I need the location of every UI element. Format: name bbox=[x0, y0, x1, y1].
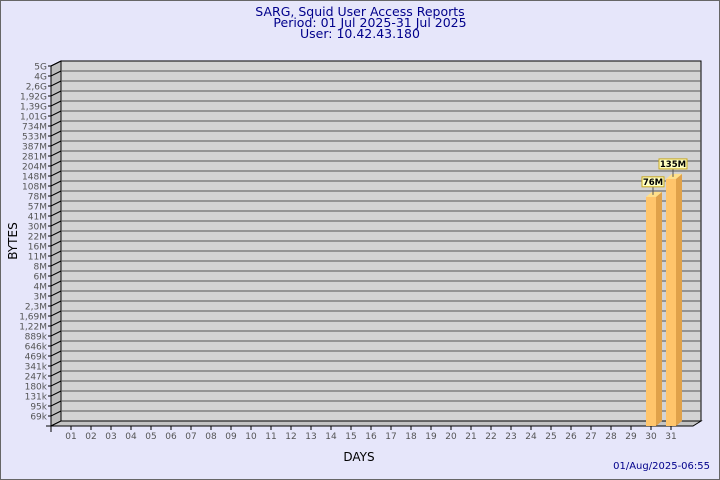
y-tick-label: 57M bbox=[28, 203, 47, 213]
y-tick-label: 4M bbox=[34, 283, 48, 293]
y-tick-label: 41M bbox=[28, 213, 47, 223]
x-tick-label-day-08: 08 bbox=[205, 432, 217, 442]
x-tick-label-day-07: 07 bbox=[185, 432, 196, 442]
x-tick-label-day-25: 25 bbox=[545, 432, 556, 442]
bar-day-31 bbox=[666, 178, 676, 426]
data-label-box bbox=[641, 176, 665, 188]
x-tick-label-day-24: 24 bbox=[525, 432, 537, 442]
x-tick-label-day-22: 22 bbox=[485, 432, 496, 442]
y-tick-label: 3M bbox=[34, 293, 48, 303]
y-tick-label: 889k bbox=[25, 333, 48, 343]
x-tick-label-day-26: 26 bbox=[565, 432, 577, 442]
x-tick-label-day-01: 01 bbox=[65, 432, 76, 442]
x-tick-label-day-03: 03 bbox=[105, 432, 116, 442]
y-tick-label: 204M bbox=[22, 163, 47, 173]
x-tick-label-day-11: 11 bbox=[265, 432, 276, 442]
x-tick-label-day-28: 28 bbox=[605, 432, 617, 442]
y-tick-label: 22M bbox=[28, 233, 47, 243]
x-tick-label-day-29: 29 bbox=[625, 432, 637, 442]
x-tick-label-day-27: 27 bbox=[585, 432, 596, 442]
y-tick-label: 281M bbox=[22, 153, 47, 163]
chart-period: Period: 01 Jul 2025-31 Jul 2025 bbox=[273, 15, 467, 30]
y-tick-label: 180k bbox=[25, 383, 48, 393]
x-tick-label-day-14: 14 bbox=[325, 432, 337, 442]
y-tick-label: 4G bbox=[34, 73, 47, 83]
x-tick-label-day-19: 19 bbox=[425, 432, 437, 442]
chart-title: SARG, Squid User Access Reports bbox=[255, 4, 465, 19]
y-tick-label: 78M bbox=[28, 193, 47, 203]
y-tick-label: 16M bbox=[28, 243, 47, 253]
x-tick-label-day-17: 17 bbox=[385, 432, 396, 442]
y-tick-label: 1,01G bbox=[20, 113, 47, 123]
data-label-day-30: 76M bbox=[643, 178, 663, 188]
y-tick-label: 131k bbox=[25, 393, 48, 403]
plot-floor bbox=[50, 420, 703, 427]
y-tick-label: 533M bbox=[22, 133, 47, 143]
y-tick-label: 30M bbox=[28, 223, 47, 233]
x-tick-label-day-20: 20 bbox=[445, 432, 457, 442]
x-tick-label-day-16: 16 bbox=[365, 432, 377, 442]
x-tick-label-day-12: 12 bbox=[285, 432, 296, 442]
x-tick-label-day-18: 18 bbox=[405, 432, 417, 442]
y-tick-label: 95k bbox=[30, 403, 47, 413]
y-tick-label: 5G bbox=[34, 63, 47, 73]
x-tick-label-day-30: 30 bbox=[645, 432, 657, 442]
generated-timestamp: 01/Aug/2025-06:55 bbox=[613, 461, 710, 472]
y-tick-label: 2,6G bbox=[26, 83, 47, 93]
y-tick-label: 11M bbox=[28, 253, 47, 263]
x-tick-label-day-10: 10 bbox=[245, 432, 257, 442]
data-label-box bbox=[658, 158, 688, 170]
x-tick-label-day-06: 06 bbox=[165, 432, 177, 442]
y-tick-label: 646k bbox=[25, 343, 48, 353]
x-tick-label-day-23: 23 bbox=[505, 432, 516, 442]
y-tick-label: 8M bbox=[34, 263, 48, 273]
bar-side-day-30 bbox=[656, 191, 662, 426]
y-tick-label: 1,22M bbox=[19, 323, 47, 333]
chart-user: User: 10.42.43.180 bbox=[300, 26, 420, 41]
x-tick-label-day-21: 21 bbox=[465, 432, 476, 442]
bar-top-day-31 bbox=[666, 173, 682, 179]
y-tick-label: 1,39G bbox=[20, 103, 47, 113]
data-label-day-31: 135M bbox=[660, 160, 686, 170]
x-tick-label-day-13: 13 bbox=[305, 432, 316, 442]
y-tick-label: 6M bbox=[34, 273, 48, 283]
y-tick-label: 469k bbox=[25, 353, 48, 363]
y-tick-label: 2,3M bbox=[25, 303, 47, 313]
x-axis-title: DAYS bbox=[343, 450, 374, 464]
bar-top-day-30 bbox=[646, 191, 662, 197]
y-tick-label: 734M bbox=[22, 123, 47, 133]
bar-side-day-31 bbox=[676, 173, 682, 426]
x-tick-label-day-02: 02 bbox=[85, 432, 96, 442]
bar-day-30 bbox=[646, 196, 656, 426]
x-tick-label-day-04: 04 bbox=[125, 432, 137, 442]
x-tick-label-day-31: 31 bbox=[665, 432, 676, 442]
y-tick-label: 387M bbox=[22, 143, 47, 153]
y-tick-label: 148M bbox=[22, 173, 47, 183]
y-tick-label: 341k bbox=[25, 363, 48, 373]
y-tick-label: 1,69M bbox=[19, 313, 47, 323]
y-tick-label: 247k bbox=[25, 373, 48, 383]
y-axis-title: BYTES bbox=[6, 222, 20, 259]
x-tick-label-day-15: 15 bbox=[345, 432, 356, 442]
y-tick-label: 1,92G bbox=[20, 93, 47, 103]
y-tick-label: 69k bbox=[30, 413, 47, 423]
x-tick-label-day-09: 09 bbox=[225, 432, 237, 442]
x-tick-label-day-05: 05 bbox=[145, 432, 156, 442]
y-tick-label: 108M bbox=[22, 183, 47, 193]
